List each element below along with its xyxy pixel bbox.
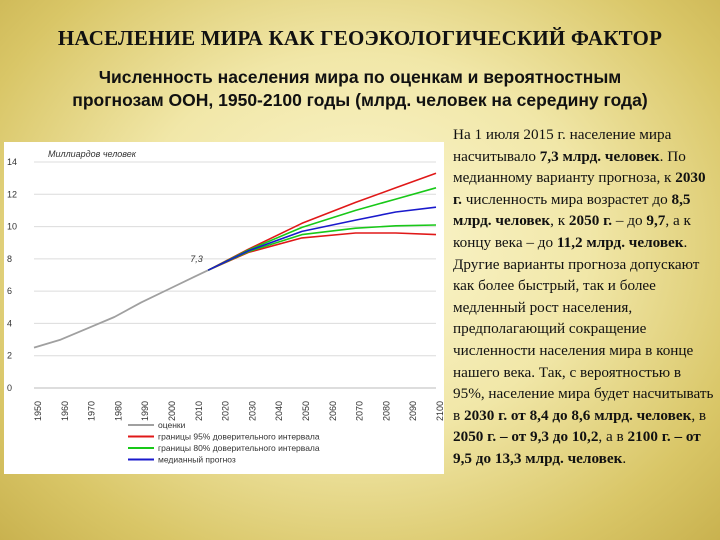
x-tick-label: 1960 (60, 401, 70, 421)
description-segment: На 1 июля 2015 г. население мира насчиты… (453, 126, 672, 165)
description-segment: 11,2 млрд. человек (556, 233, 684, 251)
x-tick-label: 2090 (408, 401, 418, 421)
description-segment: 7,3 млрд. человек (539, 147, 660, 165)
description-segment: 2050 г. (568, 212, 613, 230)
y-tick-label: 8 (7, 254, 12, 264)
y-tick-label: 4 (7, 318, 12, 328)
description-segment: 9,7 (646, 212, 666, 230)
y-axis-label: Миллиардов человек (48, 149, 137, 159)
chart-svg: 0 2 4 6 8 10 12 14 Миллиардов человек 1950 1960 197… (7, 149, 444, 465)
description-segment: , а в (598, 428, 628, 446)
series-line (207, 187, 437, 271)
series-line (207, 224, 437, 271)
y-tick-label: 10 (7, 222, 17, 232)
description-segment: 2030 г. от 8,4 до 8,6 млрд. человек (463, 406, 692, 424)
chart-subtitle-line-1: Численность населения мира по оценкам и … (98, 67, 622, 87)
description-segment: , а к концу века – до (453, 212, 691, 251)
y-tick-label: 14 (7, 157, 17, 167)
x-tick-label: 2040 (274, 401, 284, 421)
series-line (33, 269, 209, 349)
population-chart: 0 2 4 6 8 10 12 14 Миллиардов человек 1950 1960 197… (4, 142, 444, 474)
x-tick-label: 2060 (328, 401, 338, 421)
description-segment: численность мира возрастет до (461, 190, 672, 208)
y-tick-label: 2 (7, 351, 12, 361)
annotation-label: 7,3 (190, 254, 203, 264)
x-tick-label: 1970 (87, 401, 97, 421)
description-segment: , к (550, 212, 569, 230)
x-tick-label: 1990 (140, 401, 150, 421)
y-tick-label: 12 (7, 189, 17, 199)
x-tick-label: 2030 (247, 401, 257, 421)
description-segment: 2100 г. – от 9,5 до 13,3 млрд. человек (453, 428, 701, 467)
description-segment: . Другие варианты прогноза допускают как… (453, 233, 714, 424)
legend-label: медианный прогноз (158, 455, 236, 465)
x-tick-label: 2000 (167, 401, 177, 421)
x-tick-label: 1980 (113, 401, 123, 421)
y-tick-label: 6 (7, 286, 12, 296)
description-segment: – до (612, 212, 647, 230)
slide-title: НАСЕЛЕНИЕ МИРА КАК ГЕОЭКОЛОГИЧЕСКИЙ ФАКТ… (57, 26, 663, 50)
legend-label: оценки (158, 420, 186, 430)
description-segment: . По медианному варианту прогноза, к (453, 147, 686, 187)
chart-subtitle: Численность населения мира по оценкам и … (10, 66, 710, 112)
description-text: На 1 июля 2015 г. население мира насчиты… (453, 124, 715, 470)
legend-label: границы 95% доверительного интервала (158, 432, 320, 442)
description-segment: 2050 г. – от 9,3 до 10,2 (453, 428, 599, 446)
y-tick-label: 0 (7, 383, 12, 393)
description-segment: . (622, 449, 627, 467)
x-tick-label: 2070 (355, 401, 365, 421)
x-tick-label: 2010 (194, 401, 204, 421)
x-tick-label: 2020 (221, 401, 231, 421)
chart-subtitle-line-2: прогнозам ООН, 1950-2100 годы (млрд. чел… (72, 90, 648, 110)
description-segment: 2030 г. (453, 169, 706, 208)
description-segment: 8,5 млрд. человек (453, 190, 691, 230)
x-tick-label: 2100 (435, 401, 444, 421)
legend-label: границы 80% доверительного интервала (158, 443, 320, 453)
series-line (207, 206, 437, 271)
x-tick-label: 2050 (301, 401, 311, 421)
x-tick-label: 1950 (33, 401, 43, 421)
description-segment: , в (691, 406, 707, 424)
x-tick-label: 2080 (381, 401, 391, 421)
